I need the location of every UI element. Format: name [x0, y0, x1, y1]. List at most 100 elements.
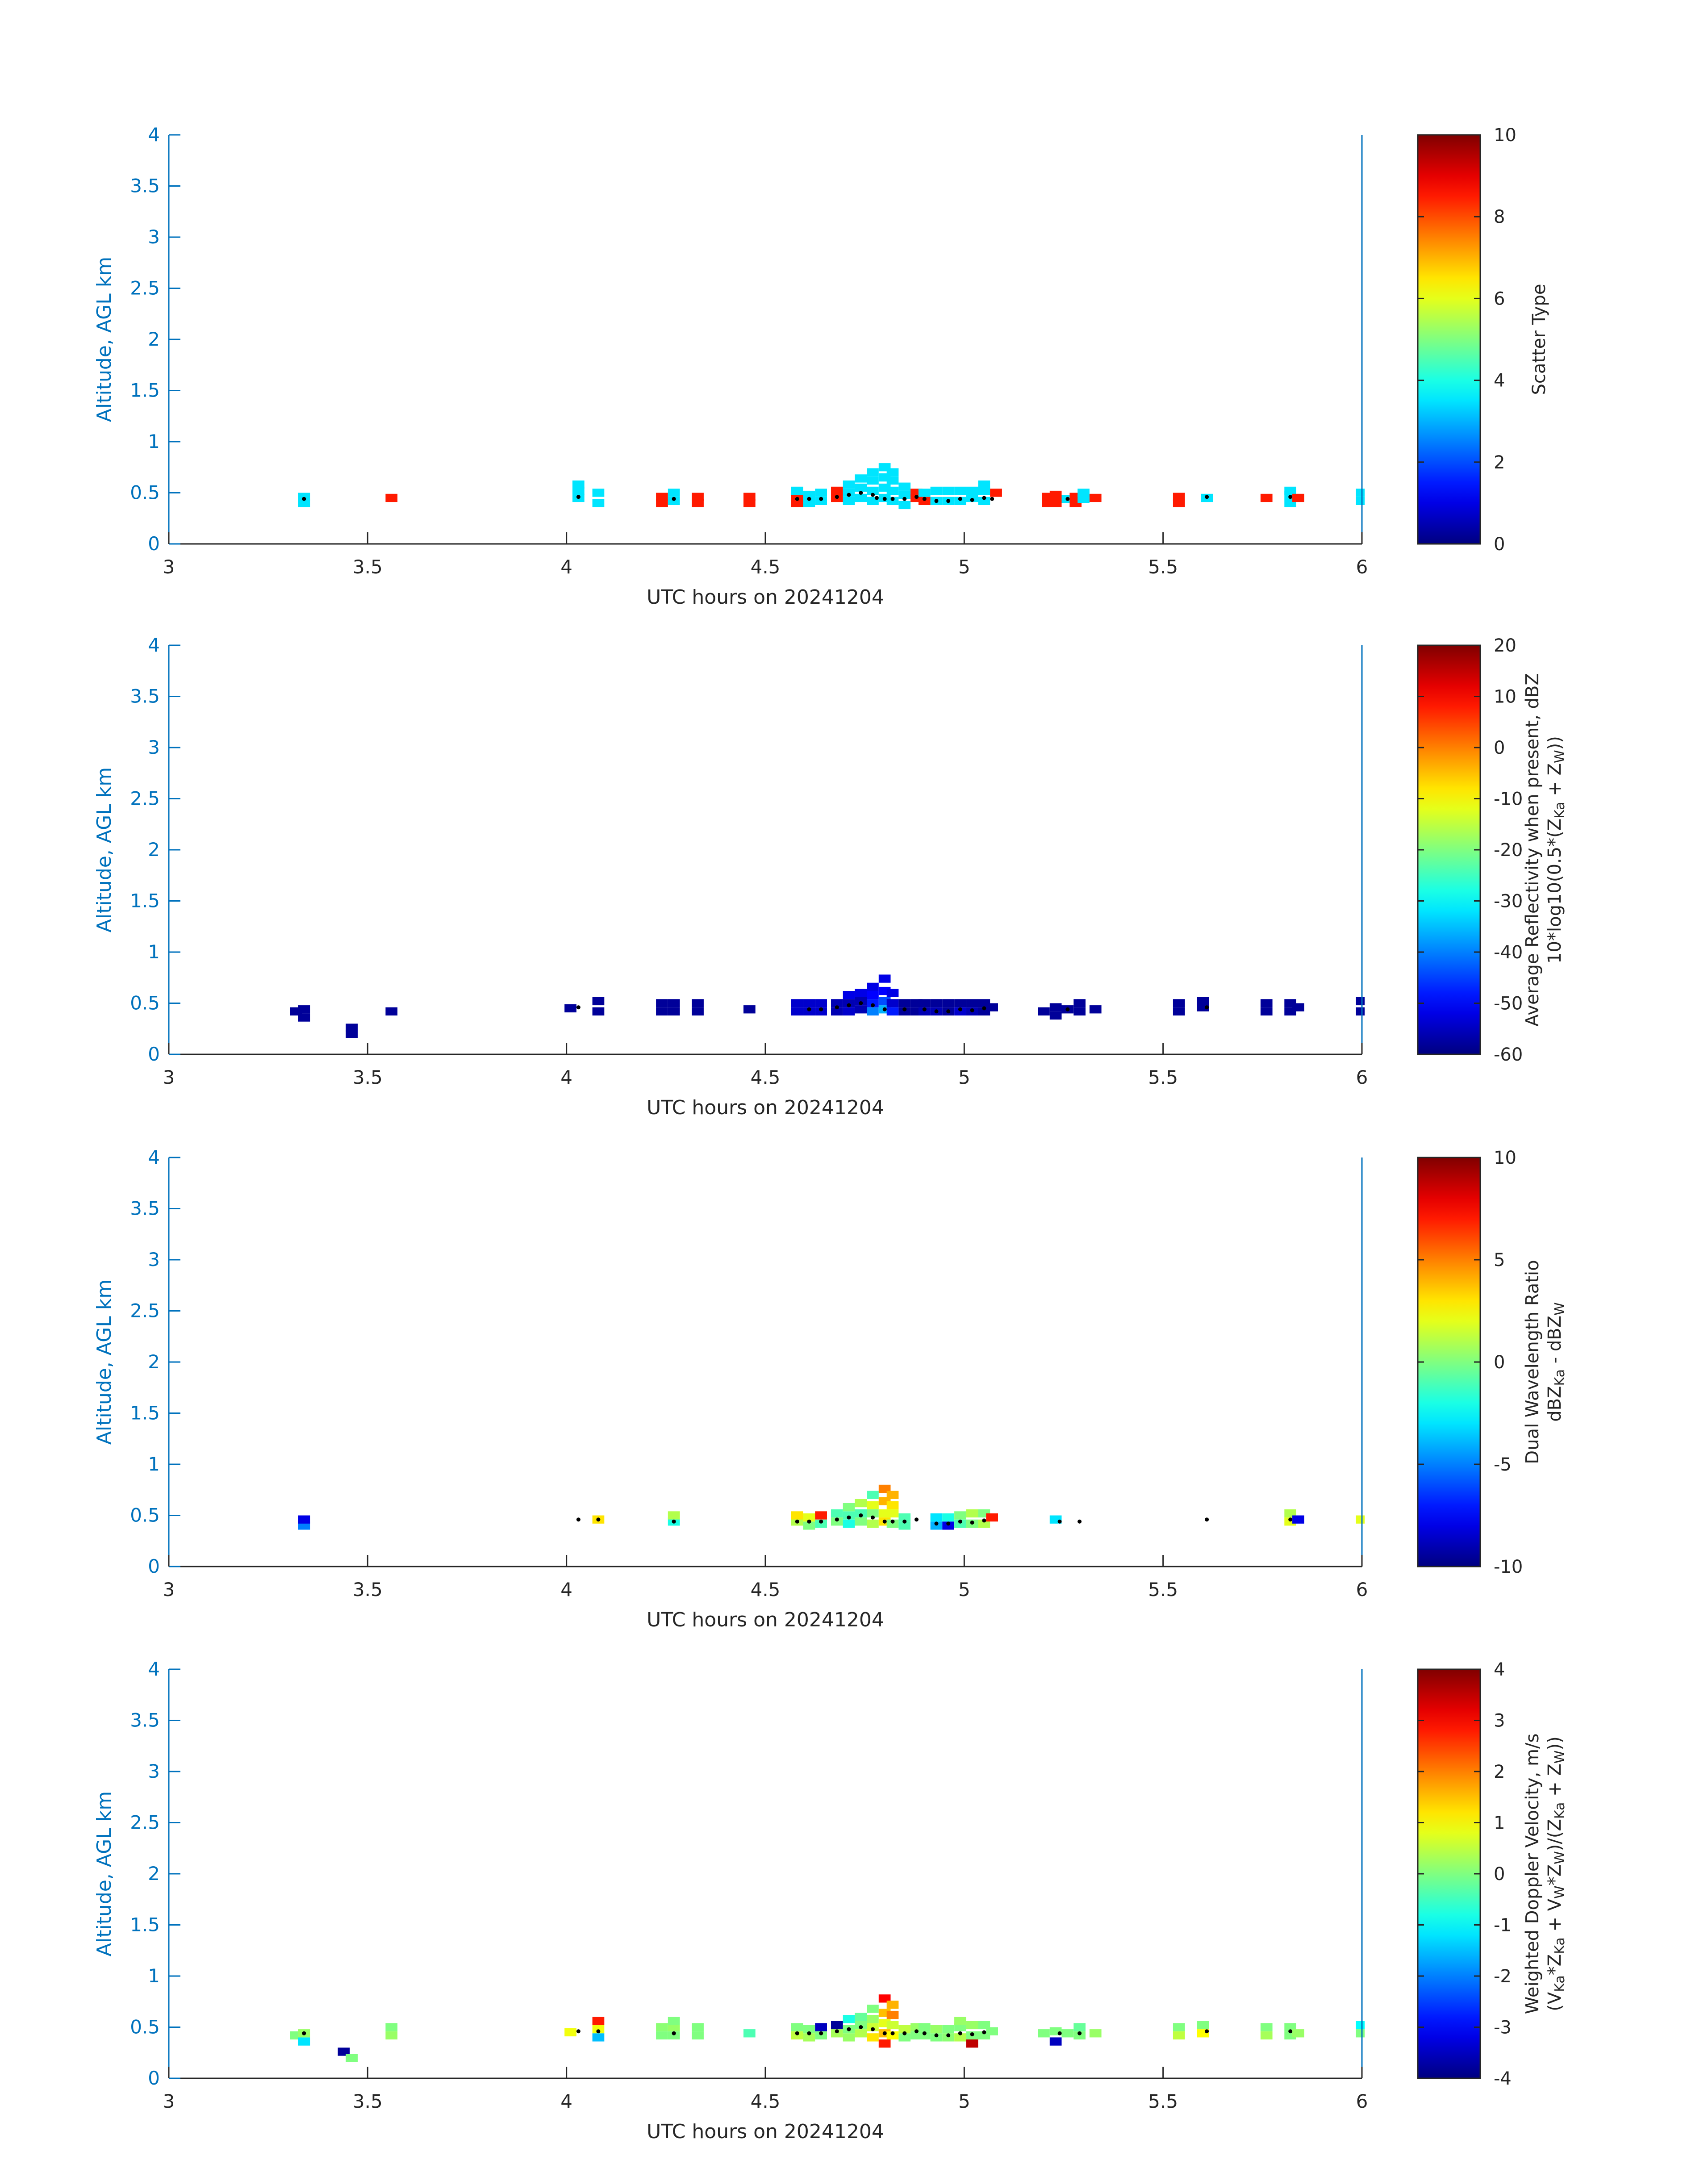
cloud-base-marker	[807, 1519, 811, 1524]
data-cell	[1061, 2029, 1074, 2038]
colorbar: 0 2 4 6 8 10 Scatter Type	[1417, 125, 1549, 555]
colorbar-tick-label: 2	[1494, 452, 1505, 473]
data-cell	[855, 989, 867, 997]
colorbar-label-subscript: Ka	[1552, 1369, 1568, 1386]
colorbar-tick-label: 4	[1494, 371, 1505, 391]
data-cell	[886, 1519, 899, 1528]
colorbar: -10 -5 0 5 10 Dual Wavelength Ratio dBZKa - dB…	[1417, 1148, 1568, 1577]
data-cell	[791, 2023, 803, 2031]
cloud-base-marker	[922, 1007, 927, 1011]
data-cell	[843, 1519, 855, 1528]
data-cell	[954, 497, 966, 505]
data-cell	[1260, 493, 1273, 502]
colorbar-label-part: - dBZ	[1545, 1316, 1565, 1369]
cloud-base-marker	[302, 497, 306, 501]
colorbar-tick-label: 0	[1494, 1864, 1505, 1885]
x-axis-label: UTC hours on 20241204	[647, 1096, 884, 1119]
data-cell	[843, 999, 855, 1007]
cloud-base-marker	[807, 497, 811, 501]
colorbar-label-line-1: Dual Wavelength Ratio	[1522, 1260, 1543, 1464]
cloud-base-marker	[982, 496, 986, 500]
x-tick-label: 3	[163, 1066, 175, 1088]
data-cell	[1173, 999, 1185, 1007]
colorbar-tick-label: 4	[1494, 1659, 1505, 1680]
colorbar-label-part: )/(Z	[1545, 1819, 1565, 1851]
data-cell	[1077, 489, 1090, 497]
cloud-base-marker	[970, 1521, 974, 1525]
cloud-base-marker	[902, 497, 907, 501]
data-cell	[1089, 493, 1102, 502]
cloud-base-marker	[922, 497, 927, 501]
data-cell	[791, 2031, 803, 2039]
data-cell	[954, 1007, 966, 1015]
data-cell	[886, 486, 899, 495]
data-cell	[815, 1519, 827, 1528]
data-cell	[954, 1519, 966, 1528]
data-cell	[886, 2021, 899, 2030]
data-cell	[867, 2005, 879, 2013]
x-tick-label: 3.5	[353, 1066, 383, 1088]
data-cell	[886, 989, 899, 997]
colorbar-label: Dual Wavelength Ratio dBZKa - dBZW	[1522, 1260, 1568, 1464]
data-cell	[954, 486, 966, 495]
colorbar-tick-label: -10	[1494, 789, 1523, 810]
data-cell	[867, 1491, 879, 1499]
data-cell	[930, 1521, 943, 1530]
data-cell	[692, 493, 704, 501]
data-cell	[656, 2031, 668, 2039]
data-cell	[898, 501, 911, 510]
data-cell	[855, 483, 867, 492]
cloud-base-marker	[1288, 495, 1293, 499]
colorbar-gradient	[1417, 1668, 1481, 2079]
data-cell	[668, 999, 680, 1007]
data-cell	[1173, 1007, 1185, 1015]
data-cell	[942, 1513, 954, 1522]
data-cell	[815, 2023, 827, 2031]
data-cell	[878, 2039, 891, 2048]
data-cell	[1284, 486, 1296, 495]
data-cell	[791, 486, 803, 495]
y-tick-label: 2	[148, 839, 160, 861]
data-cell	[815, 2031, 827, 2039]
cloud-base-marker	[847, 1003, 851, 1007]
cloud-base-marker	[1205, 2029, 1209, 2034]
cloud-base-marker	[946, 499, 951, 503]
colorbar-label-line-1: Average Reflectivity when present, dBZ	[1522, 673, 1543, 1026]
data-cell	[843, 991, 855, 999]
data-cell	[867, 468, 879, 476]
colorbar-tick-label: 0	[1494, 1352, 1505, 1373]
data-cell	[966, 486, 978, 495]
data-cell	[803, 2033, 815, 2042]
data-cell	[592, 499, 605, 507]
data-cell	[855, 2013, 867, 2021]
cloud-base-marker	[847, 2027, 851, 2031]
cloud-base-marker	[970, 1008, 974, 1012]
data-cell	[385, 493, 398, 502]
cloud-base-marker	[1288, 2029, 1293, 2034]
colorbar-label-line-1: Scatter Type	[1529, 284, 1549, 395]
colorbar-label-subscript: W	[1552, 750, 1568, 763]
data-cell	[886, 497, 899, 505]
data-cell	[966, 2039, 978, 2048]
colorbar-label: Average Reflectivity when present, dBZ 10…	[1522, 673, 1568, 1026]
data-cell	[592, 489, 605, 497]
data-cell	[831, 1007, 843, 1015]
colorbar-tick-label: 8	[1494, 207, 1505, 227]
x-tick-label: 5	[958, 2090, 970, 2112]
data-cell	[978, 486, 990, 495]
cloud-base-marker	[596, 2029, 601, 2034]
cloud-base-marker	[890, 497, 895, 501]
y-axis-label: Altitude, AGL km	[93, 1279, 116, 1445]
x-tick-label: 4.5	[751, 2090, 781, 2112]
data-cell	[954, 2017, 966, 2025]
colorbar-label-subscript: Ka	[1552, 1937, 1568, 1954]
data-cell	[843, 2033, 855, 2042]
data-cell	[918, 1007, 931, 1015]
data-cell	[831, 2021, 843, 2030]
cloud-base-marker	[890, 1519, 895, 1524]
cloud-base-marker	[576, 2029, 580, 2034]
data-cell	[1173, 2023, 1185, 2031]
cloud-base-marker	[958, 1519, 962, 1524]
data-cell	[803, 1007, 815, 1015]
y-tick-label: 2.5	[130, 788, 160, 810]
